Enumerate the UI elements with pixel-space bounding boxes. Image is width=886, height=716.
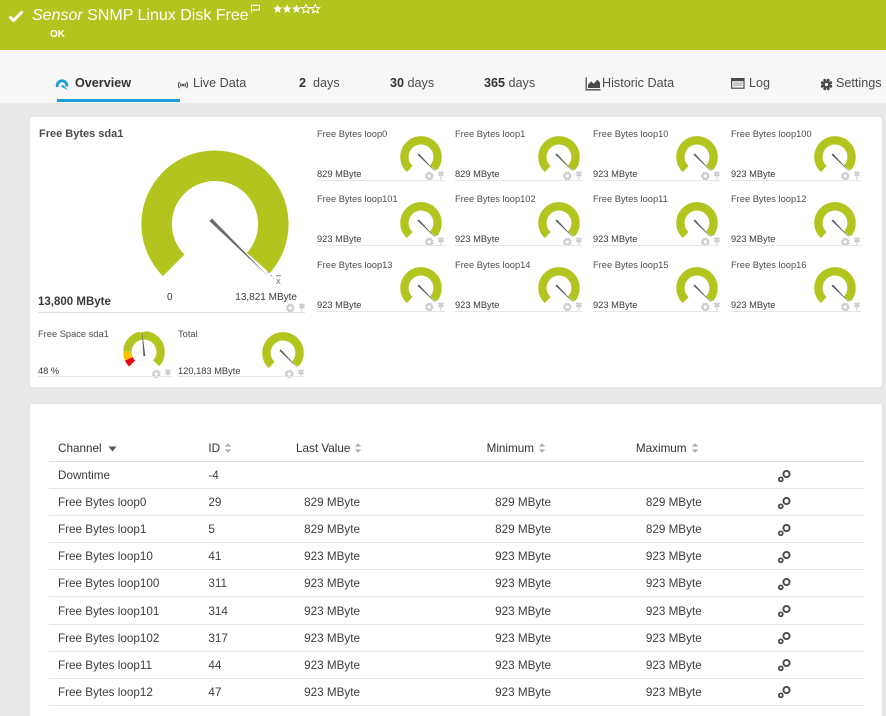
svg-text:x: x bbox=[276, 276, 281, 287]
